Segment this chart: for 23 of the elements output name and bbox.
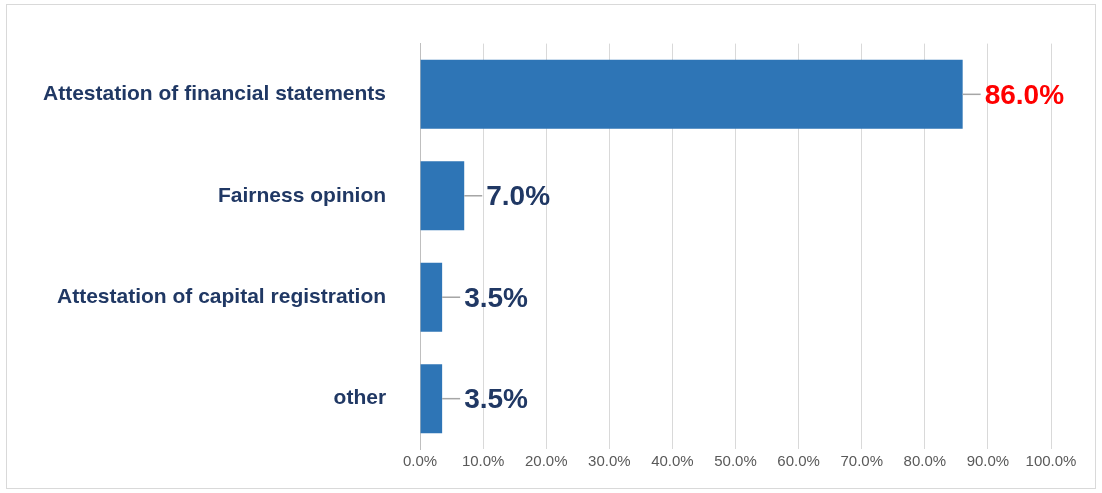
y-tick-label: Fairness opinion xyxy=(218,182,387,206)
y-tick-label: other xyxy=(333,385,387,409)
bar xyxy=(420,59,963,129)
data-label: 3.5% xyxy=(464,281,529,313)
x-tick-label: 10.0% xyxy=(461,451,505,469)
x-tick-label: 90.0% xyxy=(966,451,1010,469)
data-label: 7.0% xyxy=(486,180,551,212)
x-tick-label: 70.0% xyxy=(840,451,883,469)
bar xyxy=(420,262,443,332)
x-tick-label: 60.0% xyxy=(777,451,820,469)
x-tick-label: 100.0% xyxy=(1025,451,1077,469)
data-label: 3.5% xyxy=(464,383,529,415)
x-tick-label: 80.0% xyxy=(903,451,947,469)
y-tick-label: Attestation of financial statements xyxy=(42,81,387,105)
x-tick-label: 50.0% xyxy=(714,451,757,469)
y-tick-label: Attestation of capital registration xyxy=(57,284,387,308)
data-label: 86.0% xyxy=(984,79,1065,111)
x-tick-label: 20.0% xyxy=(524,451,568,469)
bar xyxy=(420,364,443,434)
bar xyxy=(420,161,465,231)
x-tick-label: 40.0% xyxy=(651,451,694,469)
x-tick-label: 0.0% xyxy=(402,451,438,469)
x-tick-label: 30.0% xyxy=(588,451,631,469)
